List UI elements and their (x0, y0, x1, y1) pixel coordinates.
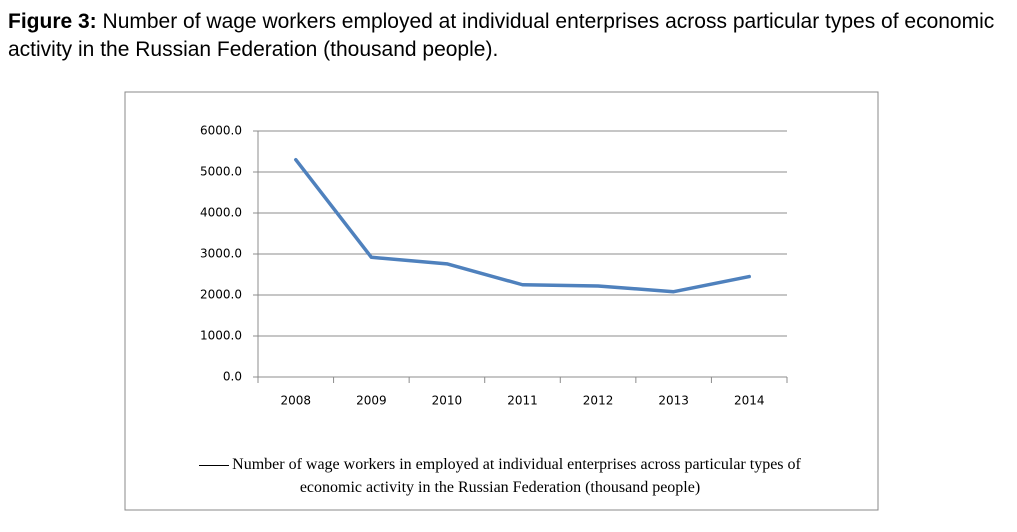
y-tick-label: 3000.0 (200, 247, 242, 261)
x-tick-label: 2013 (658, 394, 689, 408)
chart-frame (124, 91, 879, 511)
x-tick-label: 2012 (583, 394, 614, 408)
x-tick-label: 2008 (281, 394, 312, 408)
y-tick-label: 1000.0 (200, 329, 242, 343)
y-tick-label: 5000.0 (200, 165, 242, 179)
y-tick-label: 6000.0 (200, 124, 242, 138)
x-tick-label: 2010 (432, 394, 463, 408)
y-tick-label: 0.0 (223, 370, 242, 384)
x-tick-label: 2009 (356, 394, 387, 408)
figure-label: Figure 3: (8, 10, 97, 33)
legend: Number of wage workers in employed at in… (170, 453, 830, 499)
legend-swatch (199, 464, 230, 466)
data-line (294, 157, 751, 294)
x-tick-label: 2014 (734, 394, 765, 408)
y-tick-label: 4000.0 (200, 206, 242, 220)
legend-label: Number of wage workers in employed at in… (232, 456, 801, 496)
figure-caption: Figure 3: Number of wage workers employe… (8, 8, 1013, 64)
y-tick-label: 2000.0 (200, 288, 242, 302)
chart-title: Number of wage workers employed at indiv… (8, 10, 995, 61)
x-tick-label: 2011 (507, 394, 538, 408)
